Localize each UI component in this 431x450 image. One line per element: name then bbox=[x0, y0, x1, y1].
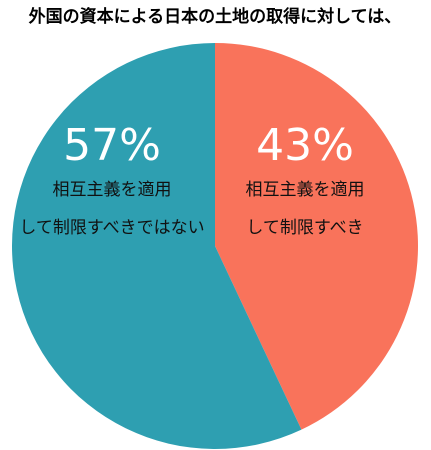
pie-slice bbox=[215, 43, 418, 430]
chart-title: 外国の資本による日本の土地の取得に対しては、 bbox=[29, 6, 402, 27]
slice-label: して制限すべき bbox=[246, 218, 363, 238]
slice-label: 相互主義を適用 bbox=[246, 180, 365, 200]
slice-label: して制限すべきではない bbox=[19, 218, 204, 238]
slice-label: 相互主義を適用 bbox=[53, 180, 172, 200]
slice-percent: 57% bbox=[63, 120, 161, 171]
slice-percent: 43% bbox=[256, 120, 354, 171]
pie-slice bbox=[11, 43, 302, 449]
